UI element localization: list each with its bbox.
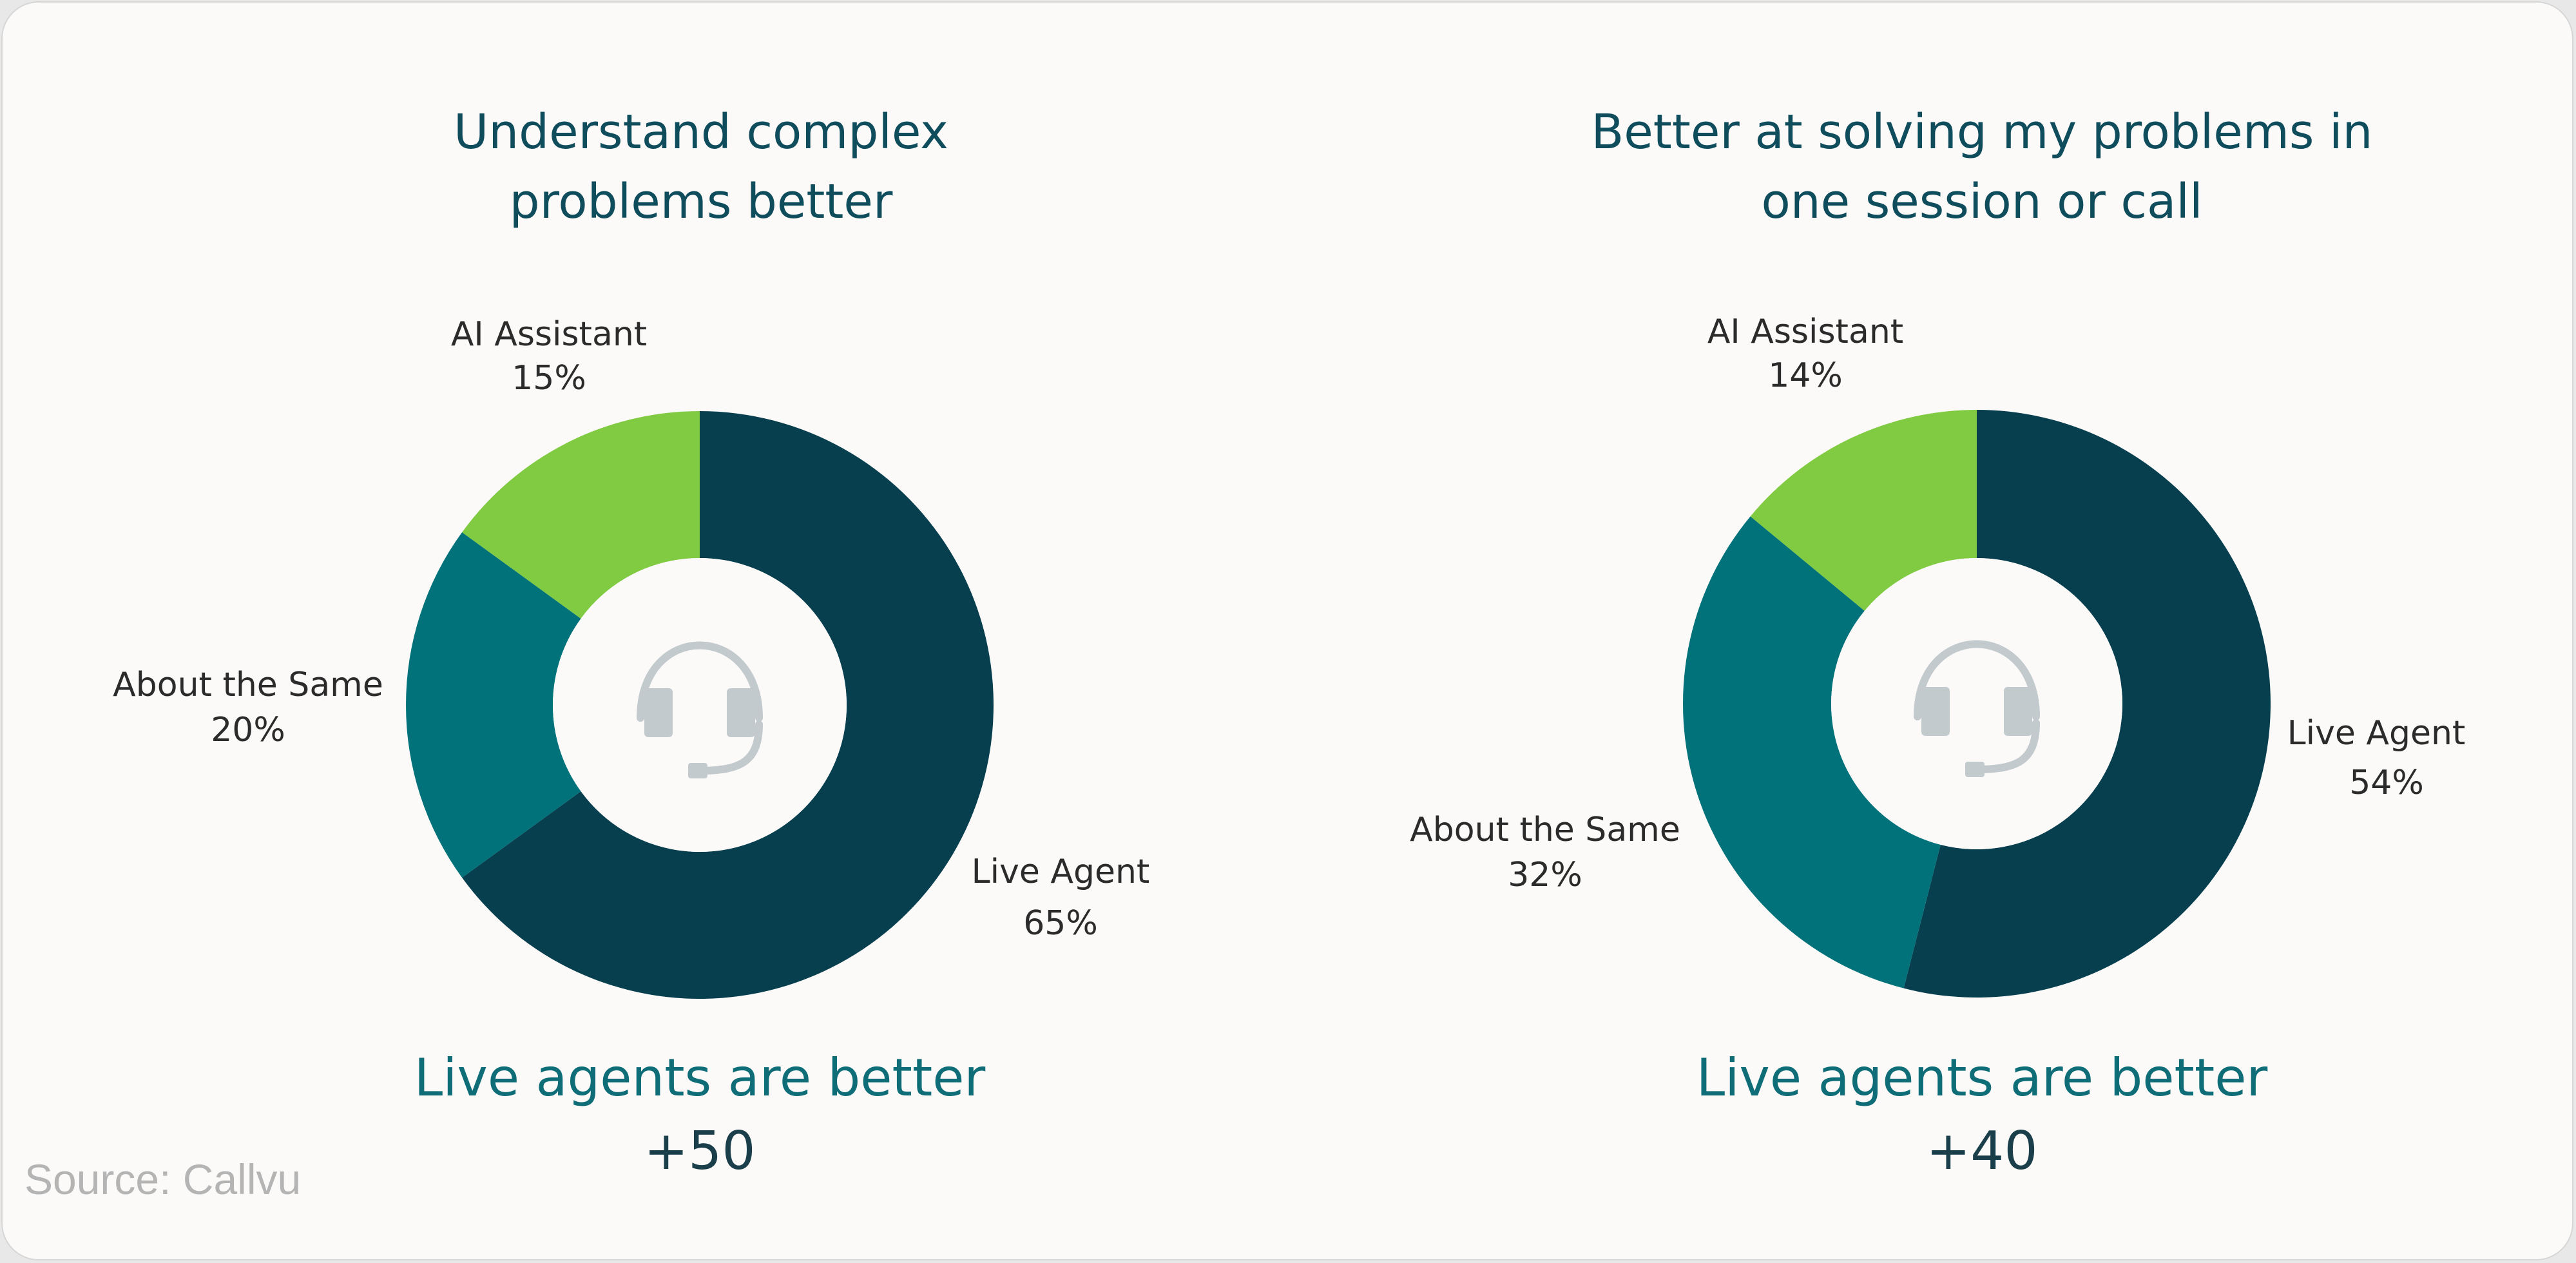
chart-1-headset-icon — [637, 641, 763, 775]
chart-1-title-line-2: problems better — [510, 174, 893, 229]
chart-2-title-line-2: one session or call — [1761, 174, 2202, 229]
chart-1-headset-icon-mic — [688, 763, 707, 778]
chart-2-donut-hole — [1831, 558, 2122, 849]
chart-2-value-live-agent: 54% — [2349, 764, 2424, 802]
chart-1-slice-ai-assistant — [462, 411, 700, 619]
chart-1-headset-icon-right-cup — [727, 688, 755, 737]
chart-1-headset-icon-left-cup — [644, 688, 673, 737]
chart-2-label-live-agent: Live Agent — [2287, 714, 2466, 753]
chart-1: Understand complex problems better AI As… — [113, 104, 1149, 1182]
chart-1-donut-hole — [553, 558, 847, 852]
chart-1-label-about-same: About the Same — [113, 666, 383, 704]
source-note: Source: Callvu — [24, 1155, 302, 1203]
chart-2: Better at solving my problems in one ses… — [1410, 104, 2465, 1182]
chart-1-value-ai-assistant: 15% — [512, 359, 586, 398]
chart-2-donut — [1682, 410, 2271, 998]
chart-1-label-ai-assistant: AI Assistant — [451, 315, 647, 354]
chart-2-slice-live-agent — [1903, 410, 2271, 998]
chart-1-donut — [406, 411, 994, 999]
chart-2-value-about-same: 32% — [1508, 856, 1582, 894]
chart-2-slice-about-same — [1682, 516, 1941, 988]
chart-2-value-ai-assistant: 14% — [1768, 356, 1843, 395]
chart-1-slice-about-same — [406, 532, 581, 878]
chart-1-verdict: Live agents are better — [414, 1048, 986, 1108]
chart-2-slice-ai-assistant — [1750, 410, 1977, 611]
chart-2-label-about-same: About the Same — [1410, 811, 1680, 849]
chart-2-verdict: Live agents are better — [1697, 1048, 2268, 1108]
chart-2-label-ai-assistant: AI Assistant — [1707, 313, 1903, 351]
chart-1-slice-live-agent — [462, 411, 994, 999]
chart-2-headset-icon-right-cup — [2004, 687, 2032, 736]
chart-2-headset-icon-left-cup — [1921, 687, 1950, 736]
chart-2-title-line-1: Better at solving my problems in — [1591, 104, 2373, 160]
chart-2-headset-icon-mic — [1965, 762, 1985, 777]
chart-1-score: +50 — [644, 1121, 755, 1182]
chart-1-value-about-same: 20% — [211, 711, 285, 749]
chart-1-label-live-agent: Live Agent — [972, 853, 1150, 891]
chart-2-headset-icon — [1914, 640, 2040, 773]
chart-2-score: +40 — [1926, 1121, 2037, 1182]
chart-1-title-line-1: Understand complex — [454, 104, 948, 160]
chart-1-value-live-agent: 65% — [1023, 904, 1098, 943]
